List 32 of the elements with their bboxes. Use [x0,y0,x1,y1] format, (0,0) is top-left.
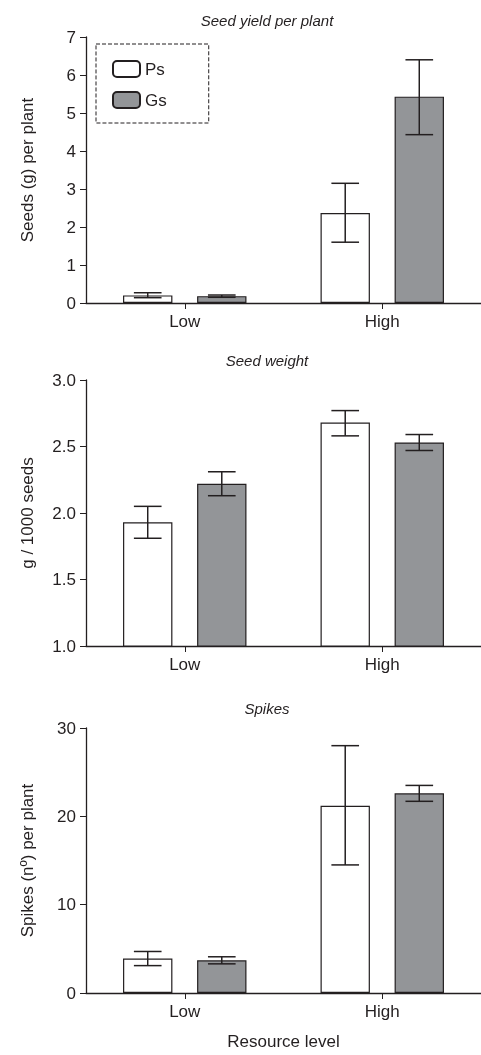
y-tick-label: 7 [66,27,76,47]
legend-label: Gs [145,90,167,110]
x-tick-label: High [364,1002,400,1021]
y-tick-label: 1 [66,255,76,275]
y-tick-label: 30 [57,718,76,738]
y-tick-label: 10 [57,895,76,915]
y-tick-label: 1.0 [52,636,76,656]
y-axis-title: g / 1000 seeds [18,457,37,569]
chart-title: Spikes [244,700,291,717]
y-tick-label: 2.5 [52,437,76,456]
y-axis-title: Seeds (g) per plant [18,97,37,243]
y-tick-label: 2 [66,217,76,237]
y-tick-label: 0 [66,983,76,1003]
y-tick-label: 1.5 [52,570,76,589]
chart-title: Seed yield per plant [200,12,335,29]
x-tick-label: High [364,655,400,674]
y-tick-label: 3.0 [52,370,76,390]
x-tick-label: Low [169,312,202,331]
x-tick-label: Low [169,655,202,674]
chart-title: Seed weight [225,352,310,369]
legend-label: Ps [145,59,165,79]
y-tick-label: 4 [66,141,76,161]
x-axis-title: Resource level [227,1032,340,1051]
y-tick-label: 5 [66,103,76,123]
y-tick-label: 6 [66,65,76,85]
y-tick-label: 3 [66,179,76,199]
y-tick-label: 0 [66,293,76,313]
x-tick-label: High [364,312,400,331]
y-axis-title: Spikes (nº) per plant [18,783,37,938]
y-tick-label: 2.0 [52,503,76,523]
x-tick-label: Low [169,1002,202,1021]
y-tick-label: 20 [57,806,76,826]
